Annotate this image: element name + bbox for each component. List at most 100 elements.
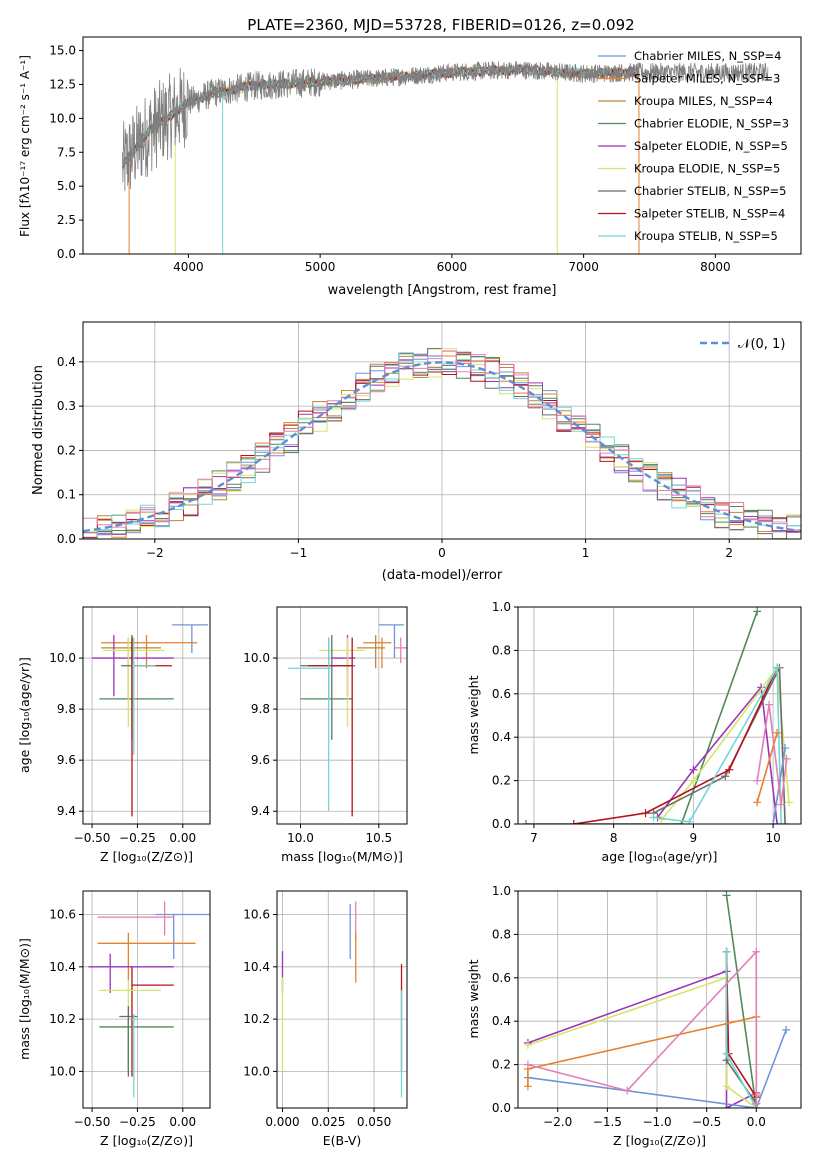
weight-marker [782,1025,791,1034]
age-vs-Z-panel: −0.50 −0.25 0.00 9.4 9.6 9.8 10.0 Z [log₁₀(Z/Z⊙… [17,606,211,864]
weight-marker [623,1086,632,1095]
weight-marker [722,891,731,900]
spectrum-legend-entry: Chabrier MILES, N_SSP=4 [634,49,781,63]
weight-vs-Z-frame [517,890,802,1109]
y-tick-label: 0.6 [492,687,511,701]
y-tick-label: 10.4 [49,960,76,974]
residuals-x-tick-label: 1 [582,546,590,560]
x-tick-label: 0.000 [265,1115,299,1129]
weight-marker [722,1082,731,1091]
weight-marker [781,744,790,753]
spectrum-y-tick-label: 7.5 [57,145,76,159]
weight-marker [752,1099,761,1108]
weight-marker [689,776,698,785]
spectrum-legend-entry: Salpeter MILES, N_SSP=3 [634,72,780,86]
weight-marker [521,820,530,824]
weight-marker [752,947,761,956]
weight-marker [641,809,650,818]
weight-marker [523,1041,532,1050]
weight-marker [523,1060,532,1069]
residuals-panel: −2 −1 0 1 2 0.0 0.1 0.2 0.3 0.4 (data-model)/err… [31,321,802,583]
y-tick-label: 1.0 [492,600,511,614]
weight-marker [773,728,782,737]
age-vs-Z-marks [92,624,209,817]
residuals-x-ticks: −2 −1 0 1 2 [146,539,733,560]
x-tick-label: 9 [690,831,698,845]
y-tick-label: 10.4 [243,960,270,974]
weight-marker [773,820,782,824]
x-tick-label: 10.5 [365,831,392,845]
spectrum-legend-entry: Salpeter ELODIE, N_SSP=5 [634,139,788,153]
spectrum-legend: Chabrier MILES, N_SSP=4 Salpeter MILES, N… [598,49,789,243]
y-tick-label: 9.4 [57,804,76,818]
x-tick-label: 0.050 [357,1115,391,1129]
parameter-panels: −0.50 −0.25 0.00 9.4 9.6 9.8 10.0 Z [log₁₀(Z/Z⊙… [17,600,802,1148]
spectrum-legend-entry: Chabrier ELODIE, N_SSP=3 [634,117,789,131]
spectrum-title: PLATE=2360, MJD=53728, FIBERID=0126, z=0… [247,16,634,34]
weight-marker [689,765,698,774]
x-tick-label: 10.0 [287,831,314,845]
spectrum-y-ticks: 0.0 2.5 5.0 7.5 10.0 12.5 15.0 [49,44,83,261]
spectrum-model-chabrier-stelib [122,65,640,169]
weight-marker [769,820,778,824]
x-tick-label: 0.025 [311,1115,345,1129]
y-tick-label: 9.8 [57,702,76,716]
mass-vs-Z-panel: −0.50 −0.25 0.00 10.0 10.2 10.4 10.6 Z [log₁₀(Z… [17,890,211,1148]
y-tick-label: 10.0 [49,1064,76,1078]
spectrum-plot-frame [82,36,802,255]
residuals-y-tick-label: 0.0 [57,532,76,546]
spectrum-x-tick-label: 6000 [437,260,468,274]
residuals-y-tick-label: 0.3 [57,399,76,413]
y-tick-label: 0.2 [492,1058,511,1072]
weight-marker [753,798,762,807]
spectrum-legend-entry: Kroupa STELIB, N_SSP=5 [634,229,778,243]
spectrum-legend-entry: Kroupa MILES, N_SSP=4 [634,94,773,108]
weight-marker [777,820,786,824]
spectrum-data-line [122,61,769,192]
residuals-y-tick-label: 0.1 [57,488,76,502]
weight-series-line [527,949,758,1104]
age-vs-mass-panel: 10.0 10.5 9.4 9.6 9.8 10.0 mass [log₁₀(M/M⊙)] [243,606,408,864]
mass-vs-Z-frame [82,890,211,1109]
spectrum-y-label: Flux [fλ10⁻¹⁷ erg cm⁻² s⁻¹ A⁻¹] [18,55,32,237]
weight-marker [785,798,794,807]
residuals-x-tick-label: 0 [438,546,446,560]
weight-marker [722,947,731,956]
mass-vs-Z-marks [88,901,210,1098]
spectrum-x-tick-label: 5000 [305,260,336,274]
x-tick-label: 10 [765,831,780,845]
weight-marker [721,772,730,781]
weight-marker [765,700,774,709]
x-tick-label: 0.00 [169,831,196,845]
y-tick-label: 9.6 [57,753,76,767]
y-tick-label: 9.4 [251,804,270,818]
weight-marker [782,754,791,763]
weight-marker [657,815,666,824]
y-tick-label: 0.0 [492,1101,511,1115]
residuals-y-label: Normed distribution [31,365,46,495]
spectrum-x-tick-label: 8000 [700,260,731,274]
x-tick-label: −2.0 [543,1115,572,1129]
weight-series-line [756,704,788,805]
residuals-x-label: (data-model)/error [382,568,503,583]
y-tick-label: 0.8 [492,927,511,941]
spectrum-y-tick-label: 12.5 [49,77,76,91]
x-tick-label: 8 [610,831,618,845]
residuals-x-tick-label: −1 [290,546,308,560]
y-tick-label: 9.6 [251,753,270,767]
weight-vs-age-frame [517,606,802,825]
x-tick-label: 0.0 [747,1115,766,1129]
residuals-y-ticks: 0.0 0.1 0.2 0.3 0.4 [57,355,83,546]
spectrum-y-tick-label: 2.5 [57,213,76,227]
y-tick-label: 10.0 [49,651,76,665]
weight-vs-Z-panel: −2.0 −1.5 −1.0 −0.5 0.0 0.0 0.2 0.4 0.6 0.8 1.0 Z [… [466,884,802,1148]
y-tick-label: 10.6 [243,908,270,922]
mass-vs-ebv-panel: 0.000 0.025 0.050 10.0 10.2 10.4 10.6 E(B-V) [243,890,408,1148]
weight-marker [722,1104,731,1108]
age-vs-Z-frame [82,606,211,825]
age-vs-mass-frame [276,606,408,825]
spectrum-y-tick-label: 10.0 [49,111,76,125]
weight-series-line [527,1029,787,1108]
residuals-y-tick-label: 0.4 [57,355,76,369]
